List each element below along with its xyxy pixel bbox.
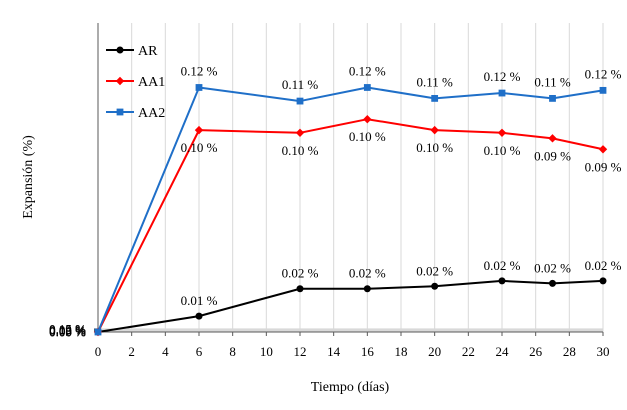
data-point-ar: [431, 282, 439, 290]
data-point-aa1: [194, 125, 204, 135]
data-label-aa1: 0.10 %: [484, 143, 521, 158]
data-label-ar: 0.02 %: [282, 266, 319, 281]
data-point-aa1: [598, 145, 608, 154]
x-tick-label: 6: [196, 344, 203, 359]
series-line-aa1: [97, 118, 604, 333]
data-point-aa2: [296, 97, 304, 105]
x-tick-label: 24: [496, 344, 510, 359]
data-label-aa2: 0.11 %: [282, 77, 319, 92]
data-point-aa1: [363, 115, 372, 124]
data-label-ar: 0.02 %: [416, 263, 453, 278]
data-point-aa2: [94, 328, 102, 336]
data-label-aa2: 0.12 %: [181, 63, 218, 78]
data-point-ar: [296, 285, 304, 293]
x-tick-label: 18: [395, 344, 408, 359]
y-axis-label: Expansión (%): [21, 135, 36, 219]
y-tick-label: 0.00 %: [49, 325, 86, 340]
data-label-aa1: 0.10 %: [349, 129, 386, 144]
data-label-ar: 0.01 %: [181, 293, 218, 308]
legend-marker-ar: [116, 46, 124, 54]
data-point-aa1: [497, 128, 507, 137]
legend-label-aa1: AA1: [138, 75, 165, 90]
y-tick-labels: 0.00 %0.03 %0.06 %0.09 %0.12 %0.15 %: [49, 321, 86, 339]
x-tick-label: 14: [327, 344, 341, 359]
legend-label-ar: AR: [138, 44, 158, 59]
data-point-ar: [498, 277, 506, 285]
data-point-ar: [599, 277, 607, 285]
x-axis-label: Tiempo (días): [311, 380, 390, 395]
data-point-aa1: [430, 125, 439, 135]
data-label-aa2: 0.11 %: [416, 74, 453, 89]
series-line-ar: [97, 279, 604, 333]
y-tick-label: 0.09 %: [49, 323, 86, 338]
data-label-ar: 0.02 %: [349, 266, 386, 281]
x-tick-label: 12: [294, 344, 307, 359]
data-series: [93, 84, 608, 337]
data-point-aa2: [498, 89, 506, 97]
y-tick-label: 0.06 %: [49, 323, 86, 338]
x-tick-label: 26: [529, 344, 543, 359]
data-label-ar: 0.02 %: [585, 258, 622, 273]
data-label-aa1: 0.10 %: [181, 140, 218, 155]
data-label-aa1: 0.10 %: [282, 143, 319, 158]
x-tick-label: 2: [128, 344, 135, 359]
y-tick-label: 0.15 %: [49, 321, 86, 336]
series-line-aa2: [97, 86, 604, 333]
data-label-aa2: 0.11 %: [534, 74, 571, 89]
x-tick-label: 0: [95, 344, 102, 359]
legend: AR AA1 AA2: [106, 44, 165, 121]
x-tick-label: 4: [162, 344, 169, 359]
data-point-aa2: [195, 84, 203, 91]
x-tick-label: 28: [563, 344, 576, 359]
x-tick-label: 10: [260, 344, 273, 359]
data-point-aa2: [431, 94, 439, 102]
legend-marker-aa1: [115, 76, 125, 86]
data-labels: 0.01 % 0.02 % 0.02 % 0.02 % 0.02 % 0.02 % 0.02…: [181, 63, 622, 308]
data-point-ar: [549, 279, 556, 287]
data-point-aa1: [548, 134, 557, 143]
x-tick-labels: 0 2 4 6 8 10 12 14 16 18 20 22 24 26 28 30: [95, 344, 610, 359]
data-label-aa1: 0.09 %: [534, 148, 571, 163]
data-label-ar: 0.02 %: [534, 260, 571, 275]
x-tick-label: 20: [428, 344, 441, 359]
data-point-aa2: [599, 86, 607, 94]
y-tick-label: 0.12 %: [49, 322, 86, 337]
data-label-aa2: 0.12 %: [585, 66, 622, 81]
grid-lines: [98, 23, 604, 332]
legend-marker-aa2: [116, 108, 124, 116]
data-label-ar: 0.02 %: [484, 258, 521, 273]
x-tick-label: 8: [229, 344, 236, 359]
x-tick-label: 30: [597, 344, 610, 359]
data-label-aa2: 0.12 %: [484, 69, 521, 84]
y-tick-label: 0.03 %: [49, 324, 86, 339]
data-label-aa1: 0.09 %: [585, 159, 622, 174]
x-tick-label: 22: [462, 344, 475, 359]
data-point-ar: [195, 312, 203, 320]
data-point-aa2: [363, 84, 371, 91]
data-point-ar: [363, 285, 371, 293]
data-label-aa1: 0.10 %: [416, 140, 453, 155]
x-tick-label: 16: [361, 344, 375, 359]
legend-label-aa2: AA2: [138, 106, 165, 121]
data-point-aa2: [549, 94, 556, 102]
data-label-aa2: 0.12 %: [349, 63, 386, 78]
data-point-aa1: [295, 128, 305, 137]
